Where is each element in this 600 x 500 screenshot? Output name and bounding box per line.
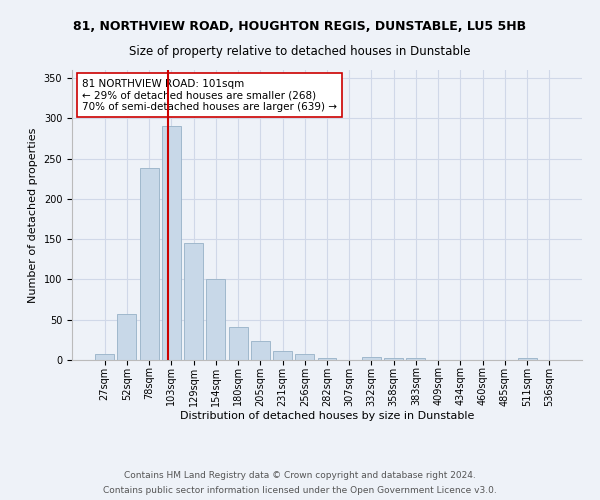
Bar xyxy=(95,354,114,360)
Bar xyxy=(140,168,158,360)
Bar xyxy=(229,327,248,360)
Text: 81, NORTHVIEW ROAD, HOUGHTON REGIS, DUNSTABLE, LU5 5HB: 81, NORTHVIEW ROAD, HOUGHTON REGIS, DUNS… xyxy=(73,20,527,33)
X-axis label: Distribution of detached houses by size in Dunstable: Distribution of detached houses by size … xyxy=(180,411,474,421)
Bar xyxy=(362,357,381,360)
Bar xyxy=(295,354,314,360)
Bar xyxy=(251,340,270,360)
Bar xyxy=(118,314,136,360)
Y-axis label: Number of detached properties: Number of detached properties xyxy=(28,128,38,302)
Bar xyxy=(273,351,292,360)
Bar xyxy=(406,358,425,360)
Bar xyxy=(184,243,203,360)
Bar xyxy=(317,358,337,360)
Text: Contains HM Land Registry data © Crown copyright and database right 2024.: Contains HM Land Registry data © Crown c… xyxy=(124,471,476,480)
Text: Contains public sector information licensed under the Open Government Licence v3: Contains public sector information licen… xyxy=(103,486,497,495)
Bar xyxy=(162,126,181,360)
Text: 81 NORTHVIEW ROAD: 101sqm
← 29% of detached houses are smaller (268)
70% of semi: 81 NORTHVIEW ROAD: 101sqm ← 29% of detac… xyxy=(82,78,337,112)
Bar xyxy=(518,358,536,360)
Bar xyxy=(384,358,403,360)
Bar xyxy=(206,280,225,360)
Text: Size of property relative to detached houses in Dunstable: Size of property relative to detached ho… xyxy=(129,45,471,58)
